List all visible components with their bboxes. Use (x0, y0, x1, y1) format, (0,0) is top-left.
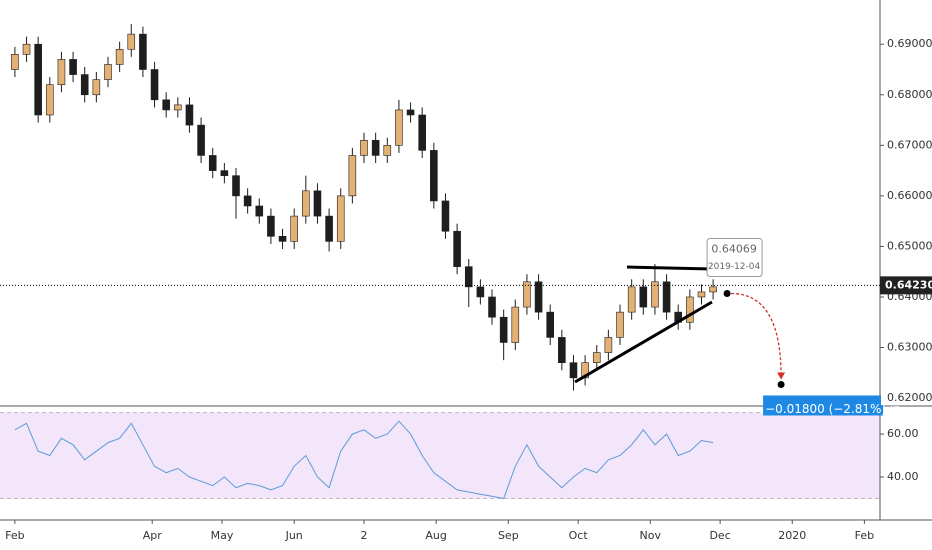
candle-body (197, 124, 205, 156)
candle-body (406, 109, 415, 116)
candle-body (686, 296, 694, 323)
candle-body (232, 175, 240, 197)
candle-body (104, 64, 112, 80)
axis-background (881, 380, 932, 405)
x-tick-label: Nov (640, 529, 662, 542)
tooltip-point (723, 289, 731, 297)
candle-body (418, 114, 426, 151)
y-tick-label: 40.00 (887, 470, 919, 483)
y-tick-label: 0.69000 (887, 37, 932, 50)
candle-body (185, 104, 194, 126)
candle-body (592, 352, 601, 363)
candle-body (348, 155, 357, 197)
candle-body (69, 59, 77, 75)
candle-body (430, 150, 438, 202)
measure-arrow (731, 292, 782, 377)
candle-body (313, 190, 322, 217)
candle-body (476, 286, 485, 298)
x-tick-label: Sep (498, 529, 519, 542)
candle-body (208, 155, 217, 171)
x-tick-label: May (211, 529, 234, 542)
candle-body (639, 286, 648, 308)
y-tick-label: 0.63000 (887, 341, 932, 354)
candle-body (336, 195, 345, 242)
candle-body (150, 69, 159, 101)
candle-body (546, 311, 554, 338)
candle-body (243, 195, 252, 207)
candle-body (558, 337, 566, 363)
candle-body (46, 84, 54, 116)
trend-line (626, 265, 713, 271)
candle-body (80, 74, 89, 96)
x-tick-label: 2020 (778, 529, 806, 542)
candle-body (488, 296, 496, 318)
candle-body (662, 281, 671, 313)
candle-body (453, 230, 461, 267)
x-tick-label: 2 (361, 529, 368, 542)
candle-body (57, 59, 66, 85)
candle-body (523, 281, 531, 308)
candle-body (371, 139, 380, 156)
y-tick-label: 0.67000 (887, 138, 932, 151)
candle-body (325, 215, 333, 242)
rsi-line (14, 420, 714, 500)
candle-body (220, 170, 229, 176)
x-tick-label: Jun (285, 529, 303, 542)
x-tick-label: Oct (569, 529, 589, 542)
candle-body (441, 200, 450, 232)
candle-body (127, 33, 136, 50)
candle-body (162, 99, 170, 111)
last-price-label: 0.64230 (885, 278, 932, 291)
x-tick-label: Aug (425, 529, 446, 542)
candle-body (604, 337, 613, 353)
measure-box (763, 395, 884, 416)
measure-label: −0.01800 (−2.81%) in (765, 402, 901, 416)
candle-body (22, 43, 31, 55)
candle-body (34, 43, 42, 116)
y-tick-label: 0.62000 (887, 391, 932, 404)
y-tick-label: 0.66000 (887, 189, 932, 202)
measure-point (777, 380, 785, 388)
candle-body (651, 281, 659, 308)
candle-body (464, 266, 473, 288)
candle-body (11, 54, 19, 70)
x-tick-label: Feb (855, 529, 874, 542)
candle-body (534, 281, 543, 313)
candle-body (115, 48, 124, 65)
candle-body (174, 104, 182, 111)
tooltip-box (706, 237, 763, 277)
x-tick-label: Apr (143, 529, 163, 542)
candle-body (290, 215, 298, 242)
candle-body (616, 311, 624, 338)
trend-line (574, 300, 713, 384)
y-tick-label: 60.00 (887, 427, 919, 440)
last-price-box (880, 276, 932, 295)
rsi-band (0, 412, 880, 499)
plot (0, 24, 880, 500)
candle-body (395, 109, 403, 146)
candle-body (569, 362, 578, 379)
candle-body (383, 145, 392, 156)
candle-body (627, 286, 636, 313)
candle-body (360, 139, 368, 156)
candle-body (267, 215, 275, 237)
candle-body (302, 190, 310, 217)
candle-body (709, 286, 717, 293)
candle-body (139, 33, 147, 70)
candle-body (499, 316, 508, 343)
candle-body (697, 291, 706, 298)
tooltip-price: 0.64069 (711, 242, 757, 255)
x-tick-label: Dec (709, 529, 730, 542)
tooltip-date: 2019-12-04 (708, 262, 761, 272)
x-tick-label: Feb (5, 529, 24, 542)
candle-body (581, 362, 589, 379)
y-tick-label: 0.68000 (887, 88, 932, 101)
candle-body (255, 205, 264, 217)
candle-body (511, 306, 520, 343)
arrow-head (777, 372, 786, 380)
y-tick-label: 0.65000 (887, 239, 932, 252)
candle-body (278, 236, 287, 242)
candle-body (92, 79, 101, 96)
